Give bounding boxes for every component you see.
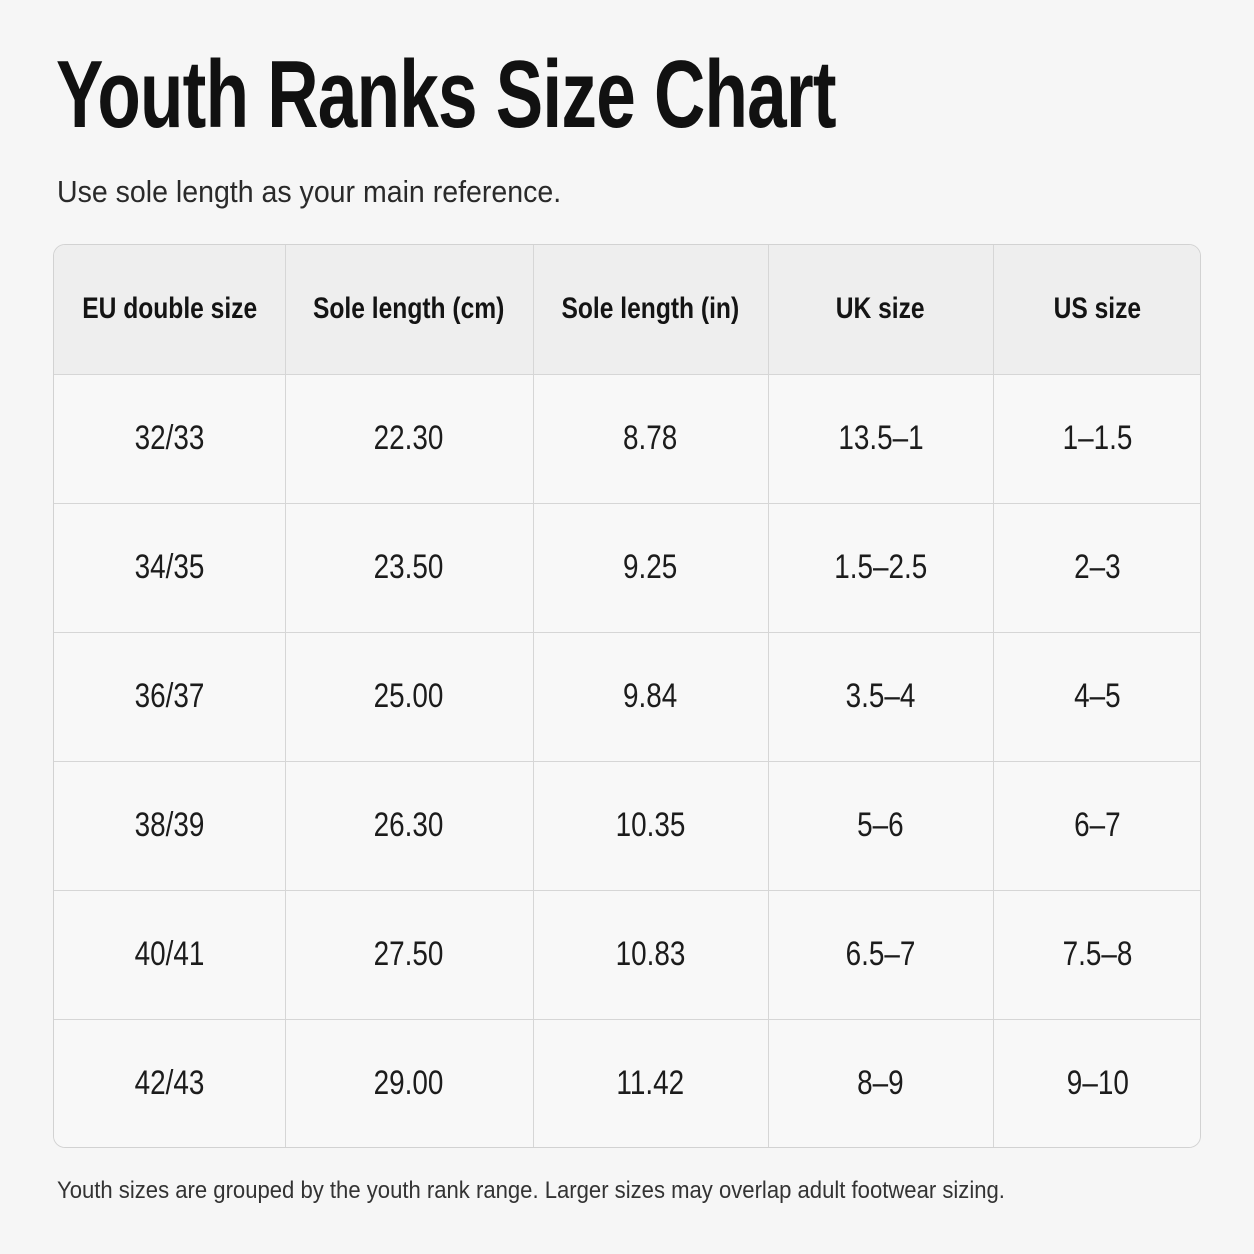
cell-sole-cm: 29.00 — [285, 1019, 534, 1147]
footnote: Youth sizes are grouped by the youth ran… — [57, 1177, 1005, 1204]
cell-uk-size: 8–9 — [768, 1019, 994, 1147]
page-subtitle: Use sole length as your main reference. — [57, 174, 562, 209]
cell-uk-size: 3.5–4 — [768, 632, 994, 762]
cell-sole-in: 11.42 — [533, 1019, 769, 1147]
cell-sole-in: 9.25 — [533, 503, 769, 633]
cell-us-size: 9–10 — [993, 1019, 1200, 1147]
table-row: 38/39 26.30 10.35 5–6 6–7 — [54, 761, 1200, 891]
cell-uk-size: 5–6 — [768, 761, 994, 891]
header-us-size: US size — [993, 245, 1200, 375]
cell-eu-size: 40/41 — [54, 890, 286, 1020]
cell-sole-in: 9.84 — [533, 632, 769, 762]
cell-eu-size: 36/37 — [54, 632, 286, 762]
cell-us-size: 2–3 — [993, 503, 1200, 633]
table-row: 34/35 23.50 9.25 1.5–2.5 2–3 — [54, 503, 1200, 633]
header-eu-double-size: EU double size — [54, 245, 286, 375]
cell-us-size: 4–5 — [993, 632, 1200, 762]
cell-uk-size: 13.5–1 — [768, 374, 994, 504]
cell-eu-size: 34/35 — [54, 503, 286, 633]
cell-sole-cm: 26.30 — [285, 761, 534, 891]
table-row: 32/33 22.30 8.78 13.5–1 1–1.5 — [54, 374, 1200, 504]
table-header-row: EU double size Sole length (cm) Sole len… — [54, 245, 1200, 375]
table-row: 40/41 27.50 10.83 6.5–7 7.5–8 — [54, 890, 1200, 1020]
cell-sole-cm: 22.30 — [285, 374, 534, 504]
cell-eu-size: 38/39 — [54, 761, 286, 891]
cell-eu-size: 32/33 — [54, 374, 286, 504]
cell-us-size: 1–1.5 — [993, 374, 1200, 504]
cell-sole-in: 10.35 — [533, 761, 769, 891]
header-uk-size: UK size — [768, 245, 994, 375]
cell-eu-size: 42/43 — [54, 1019, 286, 1147]
cell-uk-size: 6.5–7 — [768, 890, 994, 1020]
cell-uk-size: 1.5–2.5 — [768, 503, 994, 633]
cell-sole-cm: 27.50 — [285, 890, 534, 1020]
page-title: Youth Ranks Size Chart — [56, 41, 837, 148]
table-row: 42/43 29.00 11.42 8–9 9–10 — [54, 1019, 1200, 1147]
table-row: 36/37 25.00 9.84 3.5–4 4–5 — [54, 632, 1200, 762]
cell-us-size: 7.5–8 — [993, 890, 1200, 1020]
cell-sole-cm: 25.00 — [285, 632, 534, 762]
header-sole-length-in: Sole length (in) — [533, 245, 769, 375]
cell-sole-cm: 23.50 — [285, 503, 534, 633]
size-chart-table: EU double size Sole length (cm) Sole len… — [53, 244, 1201, 1148]
cell-us-size: 6–7 — [993, 761, 1200, 891]
cell-sole-in: 10.83 — [533, 890, 769, 1020]
cell-sole-in: 8.78 — [533, 374, 769, 504]
header-sole-length-cm: Sole length (cm) — [285, 245, 534, 375]
